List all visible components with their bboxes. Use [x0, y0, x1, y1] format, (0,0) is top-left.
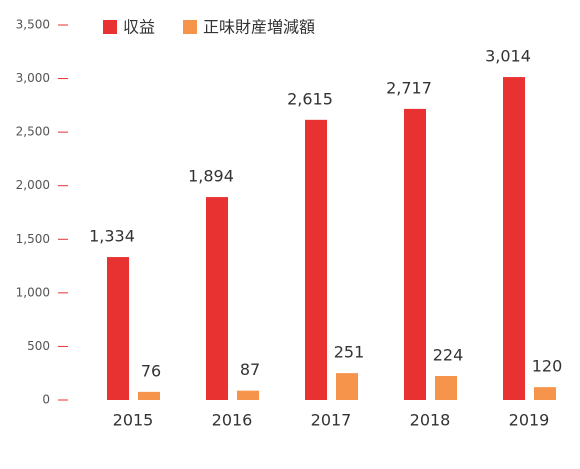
legend-label: 収益: [123, 18, 155, 37]
bar: [237, 390, 259, 400]
bar: [435, 376, 457, 400]
value-label: 87: [240, 360, 260, 379]
value-label: 76: [141, 361, 161, 380]
x-tick-label: 2017: [311, 411, 352, 430]
y-tick-label: 1,000: [16, 285, 50, 299]
y-tick-label: 2,000: [16, 178, 50, 192]
bar: [138, 391, 160, 400]
bar: [206, 197, 228, 400]
value-label: 2,615: [287, 89, 333, 108]
legend-label: 正味財産増減額: [203, 18, 315, 37]
y-tick-label: 2,500: [16, 125, 50, 139]
bar: [305, 119, 327, 401]
value-label: 2,717: [386, 78, 432, 97]
value-label: 224: [433, 346, 464, 365]
x-tick-label: 2016: [212, 411, 253, 430]
bar: [503, 77, 525, 401]
legend-swatch: [183, 20, 197, 34]
x-tick-label: 2015: [113, 411, 154, 430]
y-tick-label: 0: [42, 393, 50, 407]
value-label: 251: [334, 343, 365, 362]
y-tick-label: 3,500: [16, 18, 50, 32]
y-tick-label: 3,000: [16, 71, 50, 85]
bar: [336, 373, 358, 400]
y-tick-label: 500: [27, 339, 50, 353]
x-tick-label: 2019: [509, 411, 550, 430]
value-label: 120: [532, 357, 563, 376]
value-label: 1,894: [188, 167, 234, 186]
bar: [534, 387, 556, 400]
legend-swatch: [103, 20, 117, 34]
value-label: 1,334: [89, 227, 135, 246]
bar: [107, 257, 129, 400]
bar: [404, 108, 426, 401]
value-label: 3,014: [485, 47, 531, 66]
y-tick-label: 1,500: [16, 232, 50, 246]
x-tick-label: 2018: [410, 411, 451, 430]
